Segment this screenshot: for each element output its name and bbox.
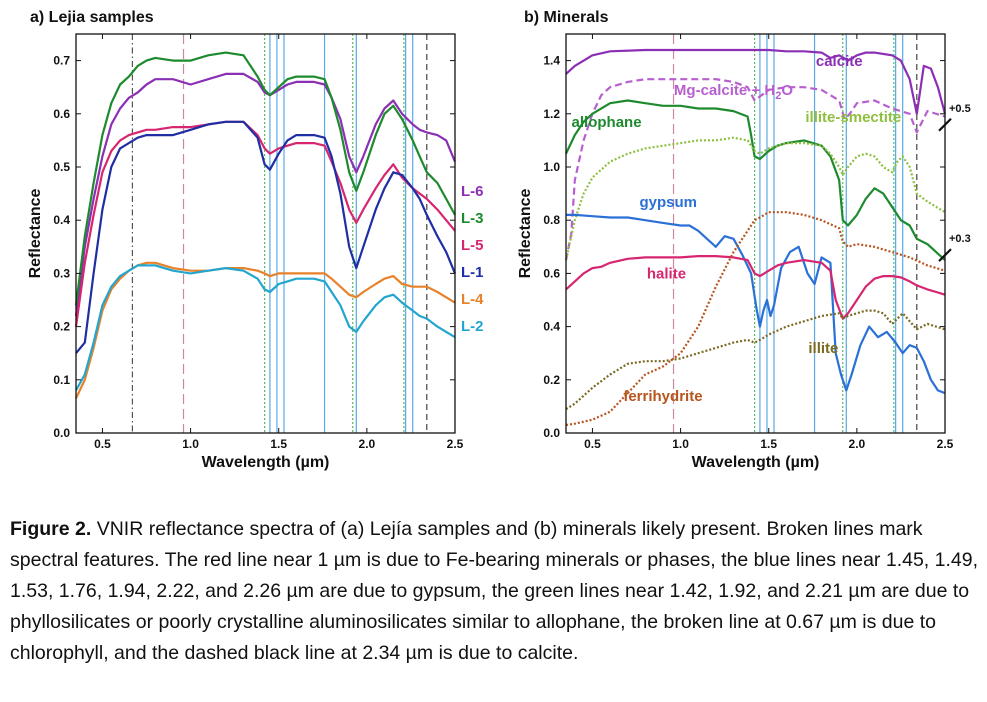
y-tick-label: 1.0 bbox=[543, 160, 560, 174]
legend-entry: L-1 bbox=[461, 264, 484, 281]
y-tick-label: 0.5 bbox=[53, 160, 70, 174]
y-tick-label: 0.6 bbox=[543, 266, 560, 280]
y-tick-label: 0.8 bbox=[543, 213, 560, 227]
y-axis-label: Reflectance bbox=[517, 188, 534, 278]
panel-title: a) Lejia samples bbox=[30, 9, 154, 26]
legend-entry: L-6 bbox=[461, 183, 484, 200]
x-tick-label: 2.5 bbox=[447, 437, 464, 451]
x-axis-label: Wavelength (µm) bbox=[692, 454, 820, 471]
mineral-label: ferrihydrite bbox=[623, 388, 702, 405]
y-tick-label: 0.0 bbox=[543, 426, 560, 440]
legend-entry: L-5 bbox=[461, 237, 484, 254]
mineral-label: gypsum bbox=[639, 194, 697, 211]
x-tick-label: 0.5 bbox=[584, 437, 601, 451]
x-tick-label: 2.0 bbox=[849, 437, 866, 451]
y-tick-label: 0.1 bbox=[53, 373, 70, 387]
y-tick-label: 0.4 bbox=[543, 320, 560, 334]
series-line-ferrihydrite bbox=[565, 211, 946, 427]
legend-entry: L-4 bbox=[461, 291, 484, 308]
series-line-l-1 bbox=[75, 120, 457, 354]
offset-label: +0.3 bbox=[949, 233, 971, 245]
mineral-label: illite-smectite bbox=[805, 109, 901, 126]
panel-b-minerals: b) Minerals 0.0 0.2 0.4 0.6 0.8 1.0 1.2 1.4 0.5 1.… bbox=[517, 9, 971, 471]
plot-frame bbox=[75, 33, 456, 434]
x-axis-label: Wavelength (µm) bbox=[202, 454, 330, 471]
mineral-label: Mg-calcite + H2O bbox=[674, 82, 793, 102]
figure-canvas: a) Lejia samples 0.0 0.1 0.2 0.3 0.4 0.5 0.6 0.7… bbox=[27, 9, 971, 471]
mineral-label: allophane bbox=[572, 114, 642, 131]
series-line-l-3 bbox=[74, 51, 456, 306]
y-axis-label: Reflectance bbox=[27, 188, 44, 278]
legend-entry: L-2 bbox=[461, 318, 484, 335]
plot-frame bbox=[565, 33, 946, 434]
y-tick-label: 0.4 bbox=[53, 213, 70, 227]
y-tick-label: 0.7 bbox=[53, 54, 70, 68]
y-tick-label: 0.3 bbox=[53, 266, 70, 280]
x-tick-label: 1.0 bbox=[672, 437, 689, 451]
series-line-l-4 bbox=[75, 261, 456, 399]
series-line-gypsum bbox=[566, 213, 946, 395]
offset-label: +0.5 bbox=[949, 103, 971, 115]
offset-break-mark bbox=[938, 248, 952, 262]
y-tick-label: 0.2 bbox=[543, 373, 560, 387]
offset-break-mark bbox=[938, 118, 952, 132]
figure-caption: Figure 2. VNIR reflectance spectra of (a… bbox=[10, 514, 980, 669]
series-line-mg-calcite-h bbox=[564, 78, 946, 261]
series-line-halite bbox=[565, 255, 946, 320]
mineral-label: illite bbox=[808, 340, 838, 357]
y-tick-label: 1.4 bbox=[543, 54, 560, 68]
x-tick-label: 1.5 bbox=[270, 437, 287, 451]
series-line-allophane bbox=[565, 99, 946, 261]
x-tick-label: 1.5 bbox=[760, 437, 777, 451]
legend-entry: L-3 bbox=[461, 210, 484, 227]
series-line-calcite bbox=[565, 48, 947, 115]
caption-label: Figure 2. bbox=[10, 518, 92, 540]
mineral-label: calcite bbox=[816, 53, 863, 70]
y-tick-label: 1.2 bbox=[543, 107, 560, 121]
series-line-illite bbox=[565, 309, 946, 411]
series-line-l-2 bbox=[75, 264, 456, 391]
caption-text: VNIR reflectance spectra of (a) Lejía sa… bbox=[10, 518, 979, 664]
x-tick-label: 2.0 bbox=[359, 437, 376, 451]
series-line-l-6 bbox=[74, 72, 457, 317]
panel-a-lejia-samples: a) Lejia samples 0.0 0.1 0.2 0.3 0.4 0.5 0.6 0.7… bbox=[27, 9, 484, 471]
series-line-illite-smectite bbox=[564, 136, 946, 261]
y-tick-label: 0.6 bbox=[53, 107, 70, 121]
y-tick-label: 0.0 bbox=[53, 426, 70, 440]
x-tick-label: 1.0 bbox=[182, 437, 199, 451]
y-tick-label: 0.2 bbox=[53, 320, 70, 334]
x-tick-label: 2.5 bbox=[937, 437, 954, 451]
x-tick-label: 0.5 bbox=[94, 437, 111, 451]
mineral-label: halite bbox=[647, 266, 686, 283]
panel-title: b) Minerals bbox=[524, 9, 609, 26]
